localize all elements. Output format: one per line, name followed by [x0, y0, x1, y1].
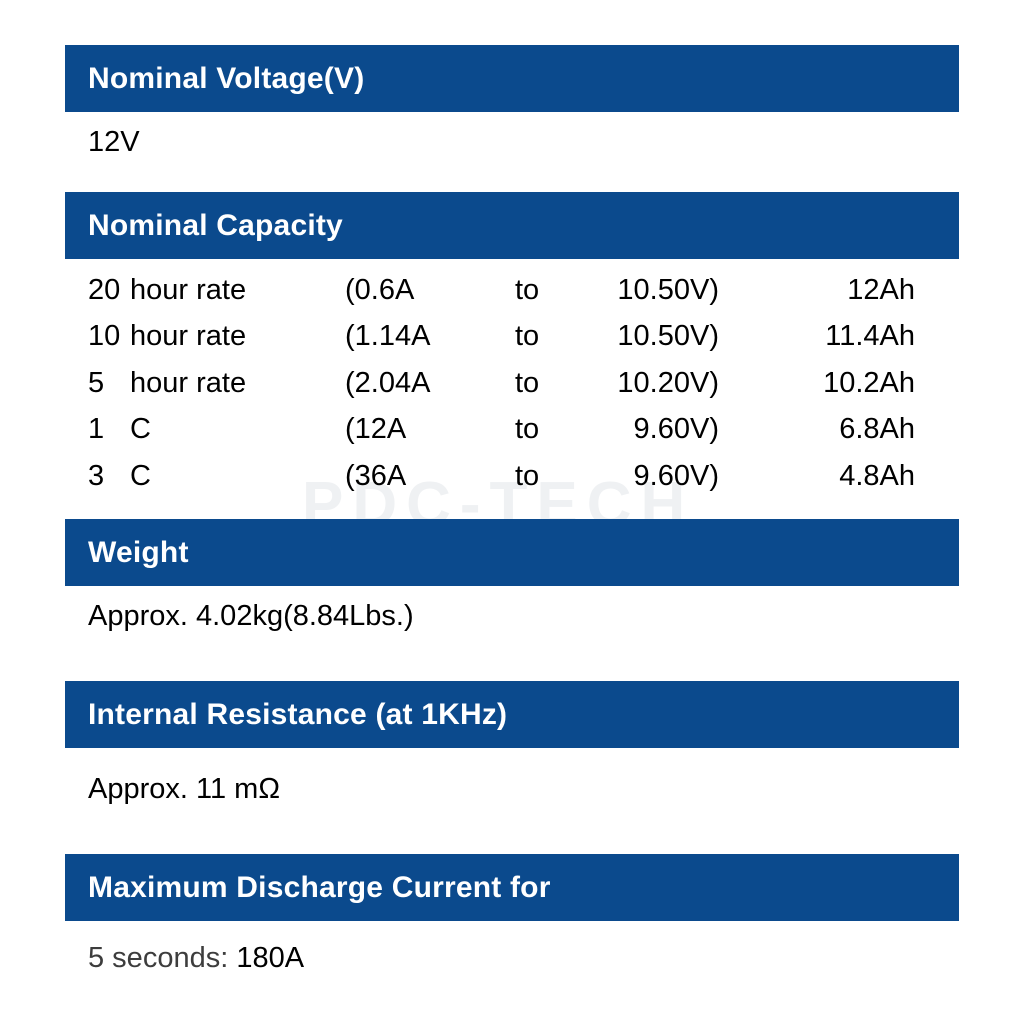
rate-current: (0.6A	[345, 273, 415, 306]
section-title: Nominal Voltage(V)	[88, 61, 365, 95]
rate-quantity: 20	[88, 273, 121, 306]
section-header-nominal-voltage: Nominal Voltage(V)	[65, 45, 959, 112]
rate-capacity: 4.8Ah	[839, 459, 915, 492]
capacity-table-row: 10 hour rate (1.14A to 10.50V) 11.4Ah	[88, 314, 915, 361]
rate-unit: hour rate	[130, 273, 247, 306]
weight-value: Approx. 4.02kg(8.84Lbs.)	[88, 600, 414, 632]
rate-capacity: 10.2Ah	[823, 366, 915, 399]
capacity-table-row: 20 hour rate (0.6A to 10.50V) 12Ah	[88, 267, 915, 314]
rate-unit: hour rate	[130, 366, 247, 399]
max-discharge-duration-label: 5 seconds:	[88, 942, 229, 974]
max-discharge-value: 180A	[236, 942, 305, 974]
rate-unit: C	[130, 413, 151, 446]
nominal-voltage-value: 12V	[88, 126, 140, 158]
nominal-capacity-table: 20 hour rate (0.6A to 10.50V) 12Ah 10 ho…	[88, 267, 915, 500]
rate-cutoff-voltage: 10.50V)	[617, 273, 719, 306]
section-title: Weight	[88, 535, 189, 569]
section-title: Internal Resistance (at 1KHz)	[88, 697, 508, 731]
rate-capacity: 12Ah	[847, 273, 915, 306]
rate-quantity: 10	[88, 320, 121, 353]
rate-current: (12A	[345, 413, 407, 446]
rate-cutoff-voltage: 10.20V)	[617, 366, 719, 399]
rate-cutoff-voltage: 10.50V)	[617, 320, 719, 353]
capacity-table-row: 3 C (36A to 9.60V) 4.8Ah	[88, 453, 915, 500]
section-title: Nominal Capacity	[88, 208, 343, 242]
max-discharge-line: 5 seconds: 180A	[88, 942, 304, 975]
section-title: Maximum Discharge Current for	[88, 870, 551, 904]
rate-capacity: 11.4Ah	[825, 320, 915, 353]
internal-resistance-value: Approx. 11 mΩ	[88, 773, 280, 805]
section-header-weight: Weight	[65, 519, 959, 586]
rate-unit: hour rate	[130, 320, 247, 353]
rate-to: to	[515, 320, 540, 353]
rate-quantity: 1	[88, 413, 105, 446]
section-header-nominal-capacity: Nominal Capacity	[65, 192, 959, 259]
capacity-table-row: 1 C (12A to 9.60V) 6.8Ah	[88, 407, 915, 454]
rate-to: to	[515, 366, 540, 399]
rate-to: to	[515, 459, 540, 492]
rate-cutoff-voltage: 9.60V)	[633, 459, 719, 492]
rate-quantity: 3	[88, 459, 105, 492]
rate-current: (36A	[345, 459, 407, 492]
rate-to: to	[515, 273, 540, 306]
rate-current: (1.14A	[345, 320, 431, 353]
rate-unit: C	[130, 459, 151, 492]
rate-capacity: 6.8Ah	[839, 413, 915, 446]
rate-quantity: 5	[88, 366, 105, 399]
capacity-table-row: 5 hour rate (2.04A to 10.20V) 10.2Ah	[88, 360, 915, 407]
rate-current: (2.04A	[345, 366, 431, 399]
rate-cutoff-voltage: 9.60V)	[633, 413, 719, 446]
section-header-max-discharge: Maximum Discharge Current for	[65, 854, 959, 921]
rate-to: to	[515, 413, 540, 446]
section-header-internal-resistance: Internal Resistance (at 1KHz)	[65, 681, 959, 748]
